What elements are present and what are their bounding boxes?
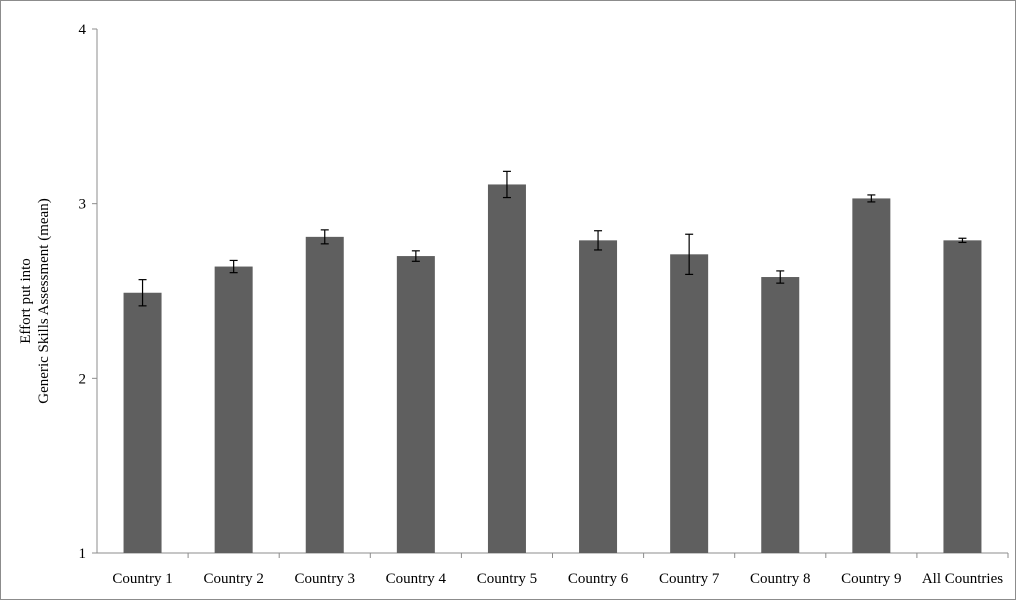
bar	[670, 254, 709, 553]
bar	[305, 236, 344, 553]
y-tick-label: 1	[79, 546, 87, 562]
y-tick-label: 2	[79, 371, 87, 387]
error-bars	[138, 170, 967, 307]
y-tick-label: 3	[79, 197, 87, 213]
x-tick-label: Country 8	[750, 571, 810, 587]
bar	[943, 240, 982, 553]
bars	[123, 184, 982, 553]
x-tick-labels: Country 1 Country 2 Country 3 Country 4 Coun…	[112, 553, 1009, 587]
x-tick-label: Country 5	[477, 571, 537, 587]
bar	[123, 292, 162, 553]
bar	[487, 184, 526, 553]
x-tick-label: All Countries	[922, 571, 1003, 587]
y-ticks: 1 2 3 4	[79, 22, 97, 562]
bar	[761, 277, 800, 553]
bar	[852, 198, 891, 553]
y-tick-label: 4	[79, 22, 87, 38]
bar	[396, 256, 435, 553]
x-tick-label: Country 4	[386, 571, 447, 587]
x-tick-label: Country 1	[112, 571, 172, 587]
x-tick-label: Country 2	[203, 571, 263, 587]
bar	[579, 240, 618, 553]
y-axis-title-line-1: Effort put into	[18, 258, 34, 344]
x-tick-label: Country 9	[841, 571, 901, 587]
bar	[214, 266, 253, 553]
x-tick-label: Country 7	[659, 571, 720, 587]
x-tick-label: Country 3	[295, 571, 355, 587]
x-tick-label: Country 6	[568, 571, 629, 587]
y-axis-title-line-2: Generic Skills Assessment (mean)	[36, 198, 52, 403]
